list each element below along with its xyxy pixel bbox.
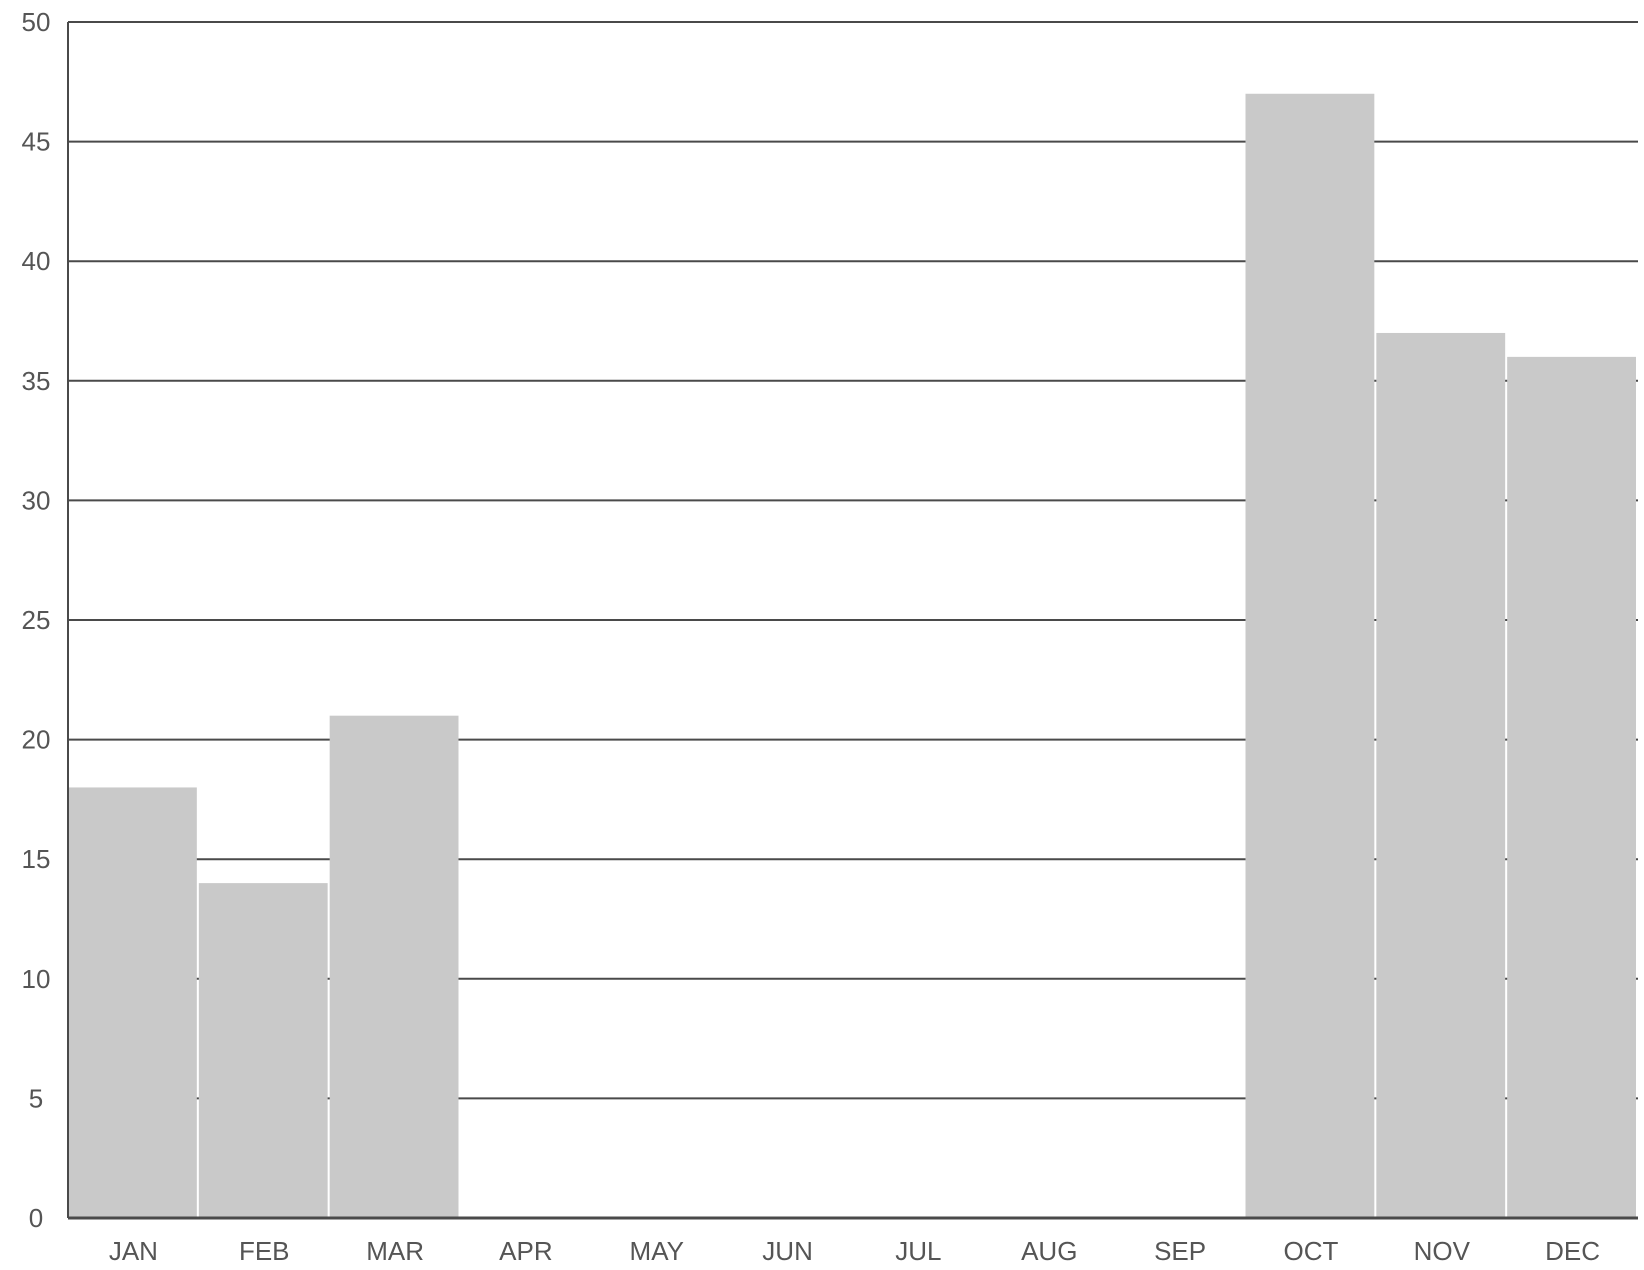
- bar-jan: [68, 787, 197, 1218]
- bar-dec: [1507, 356, 1636, 1218]
- x-tick-label: NOV: [1414, 1236, 1471, 1266]
- x-tick-label: FEB: [239, 1236, 290, 1266]
- y-tick-label: 50: [22, 7, 51, 37]
- y-tick-label: 0: [29, 1203, 43, 1233]
- bars: [68, 93, 1636, 1219]
- bar-oct: [1245, 93, 1375, 1218]
- y-tick-label: 35: [22, 366, 51, 396]
- y-tick-label: 45: [22, 127, 51, 157]
- axes: [67, 22, 1638, 1220]
- x-tick-label: OCT: [1283, 1236, 1338, 1266]
- y-tick-label: 20: [22, 725, 51, 755]
- x-tick-label: JAN: [109, 1236, 158, 1266]
- gridlines: [68, 21, 1638, 1100]
- y-tick-labels: 0 5 10 15 20 25 30 35 40 45 50: [22, 7, 51, 1233]
- x-tick-label: AUG: [1021, 1236, 1077, 1266]
- x-tick-label: DEC: [1545, 1236, 1600, 1266]
- y-tick-label: 40: [22, 246, 51, 276]
- x-tick-label: MAY: [630, 1236, 684, 1266]
- bar-mar: [329, 715, 459, 1218]
- x-tick-label: SEP: [1154, 1236, 1206, 1266]
- x-tick-label: JUN: [762, 1236, 813, 1266]
- y-tick-label: 15: [22, 844, 51, 874]
- y-tick-label: 30: [22, 485, 51, 515]
- y-tick-label: 5: [29, 1083, 43, 1113]
- y-tick-label: 25: [22, 605, 51, 635]
- bar-feb: [198, 883, 328, 1218]
- x-tick-label: JUL: [895, 1236, 941, 1266]
- bar-nov: [1376, 332, 1506, 1219]
- x-tick-labels: JAN FEB MAR APR MAY JUN JUL AUG SEP OCT NOV DEC: [109, 1236, 1600, 1266]
- x-tick-label: APR: [499, 1236, 552, 1266]
- y-tick-label: 10: [22, 964, 51, 994]
- x-tick-label: MAR: [366, 1236, 424, 1266]
